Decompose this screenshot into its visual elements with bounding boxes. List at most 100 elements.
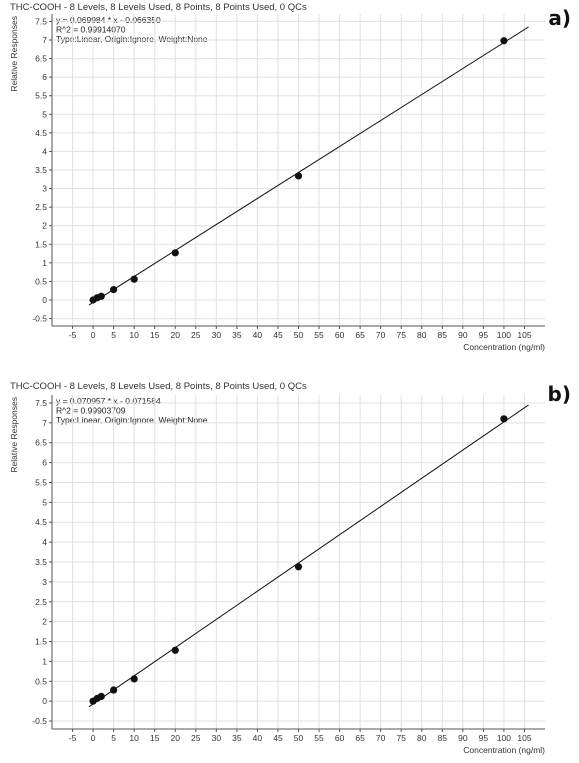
x-tick-label: 105: [517, 330, 531, 340]
panel-label-b: b): [547, 382, 571, 406]
calibration-chart-a: THC-COOH - 8 Levels, 8 Levels Used, 8 Po…: [9, 2, 545, 352]
calibration-chart-b: THC-COOH - 8 Levels, 8 Levels Used, 8 Po…: [9, 381, 545, 755]
x-tick-label: 20: [171, 733, 181, 743]
x-tick-label: 90: [458, 733, 468, 743]
fit-equation: y = 0.070957 * x - 0.071584: [56, 396, 161, 406]
chart-panel-b: THC-COOH - 8 Levels, 8 Levels Used, 8 Po…: [0, 378, 579, 763]
x-tick-label: 40: [253, 733, 263, 743]
x-tick-label: 50: [294, 733, 304, 743]
r-squared: R^2 = 0.99903709: [56, 406, 126, 416]
x-tick-label: 60: [335, 733, 345, 743]
x-tick-label: 50: [294, 330, 304, 340]
data-point: [294, 563, 303, 571]
data-point: [171, 249, 179, 257]
x-axis-label: Concentration (ng/ml): [463, 342, 545, 352]
x-tick-label: 65: [355, 330, 365, 340]
data-point: [171, 646, 179, 654]
y-tick-label: 0.5: [35, 676, 47, 686]
y-tick-label: 7.5: [35, 398, 47, 408]
x-tick-label: 105: [517, 733, 531, 743]
x-tick-label: 70: [376, 330, 386, 340]
fit-settings: Type:Linear, Origin:Ignore, Weight:None: [56, 415, 208, 425]
data-point: [97, 692, 105, 700]
y-axis-label: Relative Responses: [9, 397, 19, 473]
grid-lines: [52, 14, 545, 326]
x-tick-label: 55: [314, 330, 324, 340]
regression-line: [88, 26, 529, 306]
y-tick-label: 6: [42, 72, 47, 82]
y-tick-label: 4: [42, 146, 47, 156]
x-tick-label: 100: [497, 330, 511, 340]
x-tick-label: 10: [129, 330, 139, 340]
x-axis-label: Concentration (ng/ml): [463, 745, 545, 755]
x-tick-label: 90: [458, 330, 468, 340]
x-tick-label: 70: [376, 733, 386, 743]
y-tick-label: 6.5: [35, 54, 47, 64]
x-tick-label: 45: [273, 733, 283, 743]
x-tick-label: 40: [253, 330, 263, 340]
y-tick-label: 1: [42, 258, 47, 268]
data-point: [294, 172, 303, 180]
y-axis-label: Relative Responses: [9, 16, 19, 92]
data-point: [500, 37, 508, 45]
x-tick-label: 10: [129, 733, 139, 743]
x-tick-label: 100: [497, 733, 511, 743]
x-tick-label: 25: [191, 733, 201, 743]
x-tick-label: 35: [232, 330, 242, 340]
y-tick-label: 5: [42, 497, 47, 507]
y-tick-label: 3.5: [35, 557, 47, 567]
chart-title: THC-COOH - 8 Levels, 8 Levels Used, 8 Po…: [10, 2, 307, 13]
x-tick-label: 5: [111, 330, 116, 340]
x-tick-label: 75: [396, 330, 406, 340]
y-tick-label: 1.5: [35, 239, 47, 249]
data-point: [110, 286, 118, 294]
data-point: [130, 275, 138, 283]
x-tick-label: 0: [91, 330, 96, 340]
x-tick-label: 65: [355, 733, 365, 743]
x-tick-label: 5: [111, 733, 116, 743]
x-tick-label: 60: [335, 330, 345, 340]
y-tick-label: 2.5: [35, 202, 47, 212]
y-tick-label: 7.5: [35, 16, 47, 26]
x-tick-label: 45: [273, 330, 283, 340]
x-tick-label: 85: [438, 330, 448, 340]
chart-panel-a: THC-COOH - 8 Levels, 8 Levels Used, 8 Po…: [0, 0, 579, 360]
y-tick-label: 1.5: [35, 637, 47, 647]
y-tick-label: 6: [42, 458, 47, 468]
data-point: [110, 686, 118, 694]
x-tick-label: 20: [171, 330, 181, 340]
x-tick-label: 80: [417, 733, 427, 743]
y-tick-label: 7: [42, 35, 47, 45]
y-tick-label: 0.5: [35, 276, 47, 286]
x-tick-label: 85: [438, 733, 448, 743]
y-tick-label: 7: [42, 418, 47, 428]
y-tick-label: 4: [42, 537, 47, 547]
fit-equation: y = 0.069984 * x - 0.066350: [56, 15, 161, 25]
y-tick-label: 5.5: [35, 91, 47, 101]
x-tick-label: 30: [212, 330, 222, 340]
y-tick-label: -0.5: [32, 716, 47, 726]
y-tick-label: 3: [42, 577, 47, 587]
regression-line: [88, 404, 529, 708]
x-tick-label: 15: [150, 733, 160, 743]
x-tick-label: 55: [314, 733, 324, 743]
x-tick-label: 15: [150, 330, 160, 340]
y-tick-label: 0: [42, 696, 47, 706]
y-tick-label: 3: [42, 184, 47, 194]
panel-label-a: a): [548, 6, 571, 30]
y-tick-label: 1: [42, 656, 47, 666]
y-tick-label: 6.5: [35, 438, 47, 448]
x-tick-label: -5: [69, 733, 77, 743]
data-point: [130, 675, 138, 683]
x-tick-label: 35: [232, 733, 242, 743]
x-tick-label: 30: [212, 733, 222, 743]
y-tick-label: -0.5: [32, 314, 47, 324]
y-tick-label: 4.5: [35, 517, 47, 527]
fit-settings: Type:Linear, Origin:Ignore, Weight:None: [56, 34, 208, 44]
data-point: [97, 292, 105, 300]
x-tick-label: 25: [191, 330, 201, 340]
x-tick-label: 80: [417, 330, 427, 340]
x-tick-label: -5: [69, 330, 77, 340]
y-tick-label: 0: [42, 295, 47, 305]
x-tick-label: 75: [396, 733, 406, 743]
